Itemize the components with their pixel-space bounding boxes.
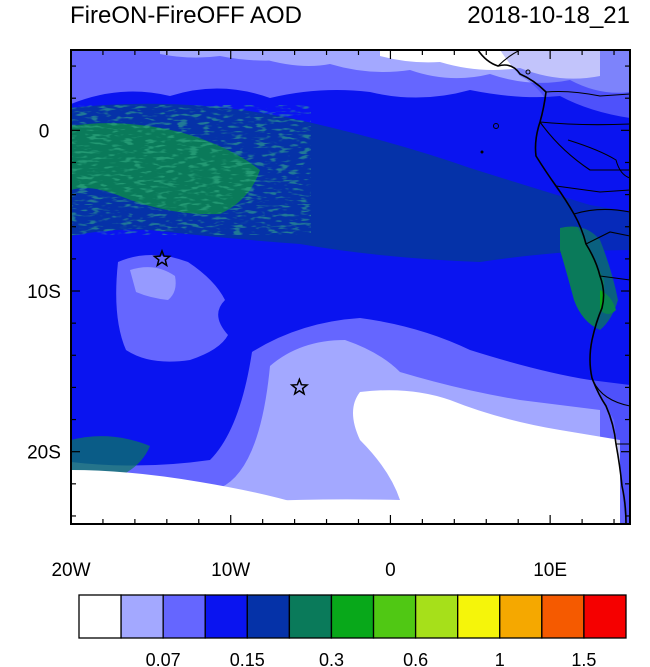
lat-label: 20S (27, 443, 61, 464)
northern-clear-patch (380, 50, 600, 79)
lon-label: 0 (385, 560, 396, 581)
colorbar-bin (457, 594, 501, 639)
colorbar-label: 1.5 (571, 650, 596, 667)
map-ticks (70, 50, 630, 524)
lat-label: 0 (39, 121, 50, 142)
country-borders (497, 50, 630, 445)
lon-label: 20W (51, 560, 90, 581)
southern-clear-region (71, 390, 620, 524)
colorbar-label: 0.07 (146, 650, 181, 667)
star-marker-north (152, 248, 172, 268)
colorbar-label: 0.3 (319, 650, 344, 667)
axis-labels: 0 10S 20S 20W 10W 0 10E (27, 121, 567, 581)
northern-clear-patch-2 (160, 50, 300, 61)
africa-land (500, 50, 630, 524)
map-frame (70, 49, 631, 525)
colorbar-label: 0.15 (230, 650, 265, 667)
map-title: FireON-FireOFF AOD (70, 2, 302, 29)
lon-label: 10W (211, 560, 250, 581)
colorbar-bin (414, 594, 459, 639)
colorbar-bin (372, 594, 417, 639)
colorbar-bin (583, 594, 627, 639)
colorbar-bin (246, 594, 291, 639)
colorbar-bin (330, 594, 375, 639)
colorbar-bin (499, 594, 543, 639)
colorbar-bin (120, 594, 164, 639)
colorbar-bin (541, 594, 585, 639)
lat-label: 10S (27, 282, 61, 303)
colorbar-bin (78, 594, 122, 639)
map-markers (152, 248, 310, 396)
aod-field (71, 50, 630, 524)
star-marker-south (289, 377, 310, 396)
colorbar-label: 1 (495, 650, 505, 667)
colorbar-bin (162, 594, 206, 639)
lon-label: 10E (533, 560, 567, 581)
colorbar-label: 0.6 (403, 650, 428, 667)
colorbar: 0.07 0.15 0.3 0.6 1 1.5 (78, 594, 627, 667)
colorbar-bin (288, 594, 333, 639)
map-timestamp: 2018-10-18_21 (467, 2, 630, 29)
colorbar-bin (204, 594, 248, 639)
